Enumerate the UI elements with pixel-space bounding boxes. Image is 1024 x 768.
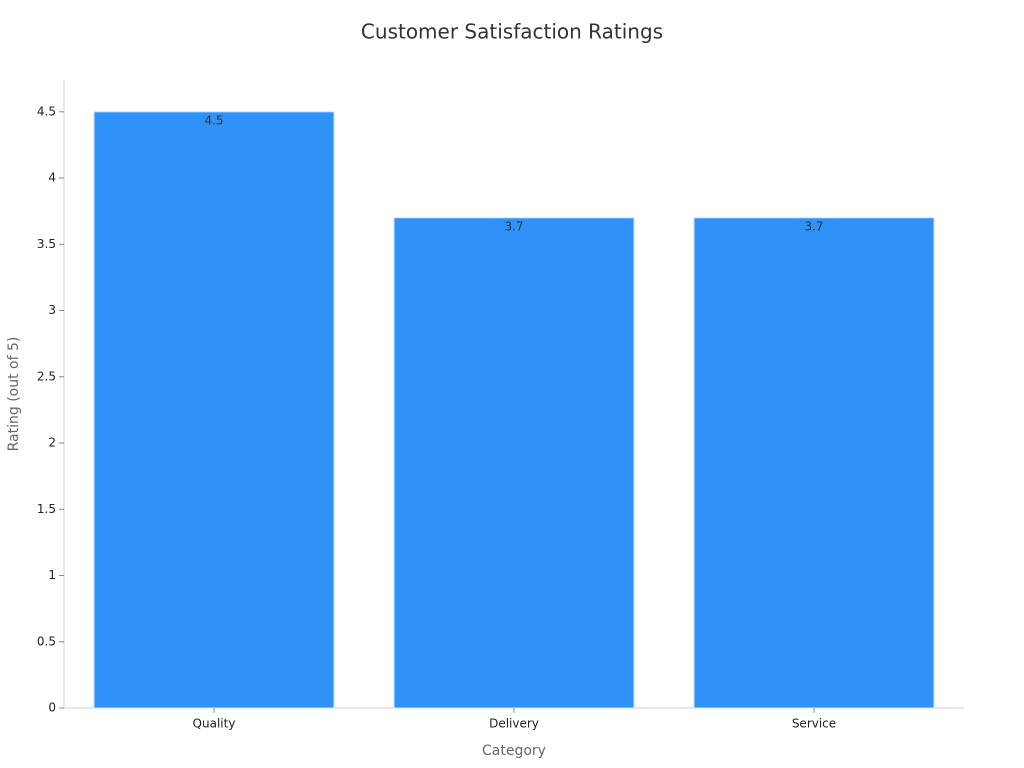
y-tick-label: 1.5 — [37, 502, 56, 516]
x-axis-label: Category — [482, 743, 546, 759]
bar — [393, 217, 635, 709]
y-tick-label: 0.5 — [37, 634, 56, 648]
bar — [693, 217, 935, 709]
y-tick-label: 3 — [48, 303, 56, 317]
y-tick-label: 0 — [48, 701, 56, 715]
chart-title: Customer Satisfaction Ratings — [361, 20, 663, 44]
value-label: 3.7 — [804, 219, 823, 233]
y-tick-label: 3.5 — [37, 237, 56, 251]
y-tick-label: 2.5 — [37, 369, 56, 383]
y-tick-label: 4 — [48, 171, 56, 185]
value-label: 3.7 — [504, 219, 523, 233]
value-label: 4.5 — [204, 113, 223, 127]
y-axis-label: Rating (out of 5) — [6, 337, 22, 452]
y-tick-label: 1 — [48, 568, 56, 582]
y-tick-label: 4.5 — [37, 104, 56, 118]
x-tick-label: Delivery — [489, 717, 539, 731]
x-tick-label: Service — [792, 717, 836, 731]
y-tick-label: 2 — [48, 436, 56, 450]
x-tick-label: Quality — [193, 717, 236, 731]
bar — [93, 111, 335, 709]
